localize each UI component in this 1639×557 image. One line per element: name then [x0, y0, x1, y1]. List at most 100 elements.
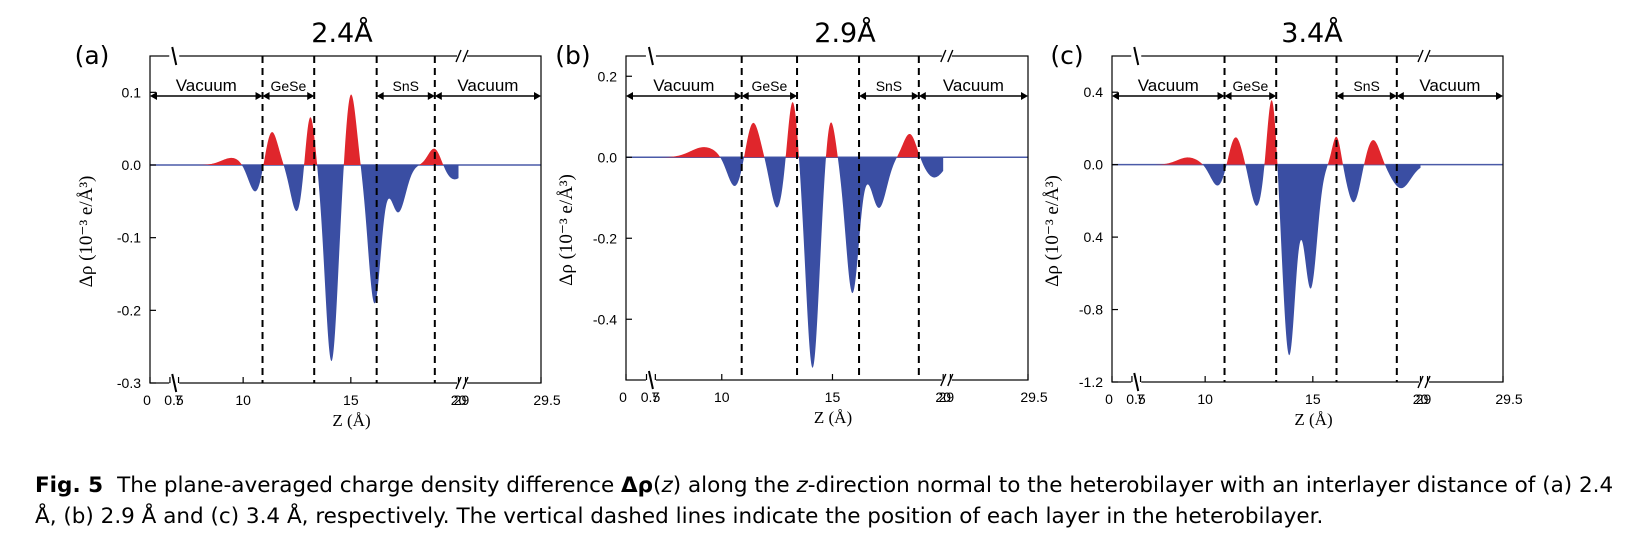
caption-var-z-2: z — [796, 473, 808, 498]
axis-break-mark-a-1-0 — [940, 49, 947, 63]
y-tick-label-1: 0.0 — [122, 157, 142, 173]
x-axis-label: Z (Å) — [1294, 410, 1332, 429]
region-label-0: Vacuum — [653, 76, 714, 95]
caption-paren-close: ) — [672, 473, 682, 498]
y-tick-label-1: 0.0 — [1084, 157, 1104, 173]
axis-break-gap-1-0 — [941, 53, 952, 59]
region-label-3: Vacuum — [943, 76, 1004, 95]
panel-title: 2.4Å — [311, 17, 373, 49]
region-arrowhead-left-2 — [376, 92, 384, 100]
y-tick-label-0: 0.1 — [122, 84, 142, 100]
region-arrowhead-left-3 — [1396, 92, 1404, 100]
caption-symbol: Δρ — [621, 473, 654, 498]
region-arrowhead-left-3 — [918, 92, 926, 100]
axes-frame — [149, 55, 542, 384]
caption-text-3: -direction normal to the heterobilayer w… — [35, 473, 1614, 529]
x-tick-label-1: 0.5 — [1126, 391, 1146, 407]
y-axis-label: Δρ (10⁻³ e/Å³) — [556, 174, 577, 286]
region-arrowhead-right-3 — [534, 92, 541, 100]
caption-text-1: The plane-averaged charge density differ… — [117, 473, 622, 498]
x-axis-label: Z (Å) — [332, 411, 370, 430]
x-tick-label-7: 29.5 — [1020, 389, 1047, 405]
figure-caption: Fig. 5 The plane-averaged charge density … — [35, 470, 1615, 532]
negative-density-area — [1140, 164, 1421, 356]
region-label-1: GeSe — [1232, 78, 1268, 94]
y-tick-label-2: -0.1 — [117, 230, 141, 246]
region-label-2: SnS — [876, 78, 902, 94]
y-axis-label: Δρ (10⁻³ e/Å³) — [1042, 175, 1063, 287]
caption-var-z: z — [661, 473, 673, 498]
x-tick-label-2: 7 — [175, 392, 183, 408]
x-tick-label-4: 15 — [343, 392, 359, 408]
panel-title: 2.9Å — [814, 17, 876, 49]
x-tick-label-5: 20 — [451, 392, 467, 408]
region-arrowhead-left-1 — [262, 92, 270, 100]
panel-title: 3.4Å — [1281, 17, 1343, 49]
region-label-2: SnS — [393, 78, 419, 94]
positive-density-area — [655, 102, 944, 158]
axis-break-gap-1-1 — [941, 377, 952, 383]
region-arrowhead-right-1 — [307, 92, 315, 100]
negative-density-area — [655, 157, 944, 368]
panel-label: (a) — [75, 41, 110, 70]
panel-label: (b) — [555, 41, 590, 70]
region-arrowhead-left-0 — [150, 92, 157, 100]
caption-label: Fig. 5 — [35, 473, 104, 498]
region-arrowhead-left-0 — [626, 92, 633, 100]
region-label-0: Vacuum — [1138, 76, 1199, 95]
region-arrowhead-left-1 — [741, 92, 749, 100]
axes-frame — [1111, 55, 1504, 383]
x-tick-label-6: 29 — [939, 389, 955, 405]
x-tick-label-5: 20 — [1413, 391, 1429, 407]
positive-density-area — [178, 94, 459, 165]
y-tick-label-2: 0.4 — [1084, 229, 1104, 245]
axes-frame — [625, 55, 1029, 381]
region-arrowhead-right-1 — [790, 92, 798, 100]
x-tick-label-0: 0 — [143, 392, 151, 408]
x-tick-label-5: 20 — [935, 389, 951, 405]
x-tick-label-1: 0.5 — [164, 392, 184, 408]
x-tick-label-2: 7 — [1137, 391, 1145, 407]
region-label-1: GeSe — [270, 78, 306, 94]
axis-break-mark-0-1 — [1133, 372, 1140, 392]
region-arrowhead-right-2 — [911, 92, 919, 100]
axis-break-gap-1-0 — [1419, 53, 1430, 59]
region-label-0: Vacuum — [176, 76, 237, 95]
y-tick-label-3: -0.4 — [593, 311, 617, 327]
region-arrowhead-right-2 — [427, 92, 435, 100]
positive-density-area — [1140, 100, 1421, 165]
axis-break-mark-a-1-0 — [455, 49, 462, 63]
axis-break-mark-0-1 — [171, 373, 178, 393]
y-tick-label-3: -0.8 — [1079, 302, 1103, 318]
negative-density-area — [178, 165, 459, 362]
y-tick-label-0: 0.2 — [598, 68, 618, 84]
x-tick-label-0: 0 — [1105, 391, 1113, 407]
axis-break-mark-a-1-0 — [1417, 49, 1424, 63]
y-tick-label-2: -0.2 — [593, 230, 617, 246]
region-arrowhead-right-2 — [1389, 92, 1397, 100]
x-tick-label-4: 15 — [825, 389, 841, 405]
axis-break-mark-0-1 — [647, 370, 654, 390]
panel-label: (c) — [1050, 41, 1083, 70]
region-arrowhead-right-0 — [255, 92, 263, 100]
axis-break-gap-1-0 — [457, 53, 468, 59]
region-arrowhead-left-3 — [434, 92, 442, 100]
x-tick-label-4: 15 — [1305, 391, 1321, 407]
region-arrowhead-left-1 — [1224, 92, 1232, 100]
x-tick-label-0: 0 — [619, 389, 627, 405]
caption-paren-open: ( — [653, 473, 662, 498]
y-tick-label-4: -1.2 — [1079, 374, 1103, 390]
caption-text-2: along the — [681, 473, 797, 498]
x-tick-label-1: 0.5 — [641, 389, 661, 405]
region-arrowhead-left-0 — [1112, 92, 1119, 100]
axis-break-mark-0-0 — [171, 46, 178, 66]
x-tick-label-7: 29.5 — [533, 392, 560, 408]
axis-break-mark-0-0 — [1133, 46, 1140, 66]
y-tick-label-1: 0.0 — [598, 149, 618, 165]
y-tick-label-0: 0.4 — [1084, 84, 1104, 100]
region-arrowhead-left-2 — [1336, 92, 1344, 100]
axis-break-gap-1-1 — [457, 380, 468, 386]
axis-break-gap-1-1 — [1419, 379, 1430, 385]
region-arrowhead-right-0 — [734, 92, 742, 100]
